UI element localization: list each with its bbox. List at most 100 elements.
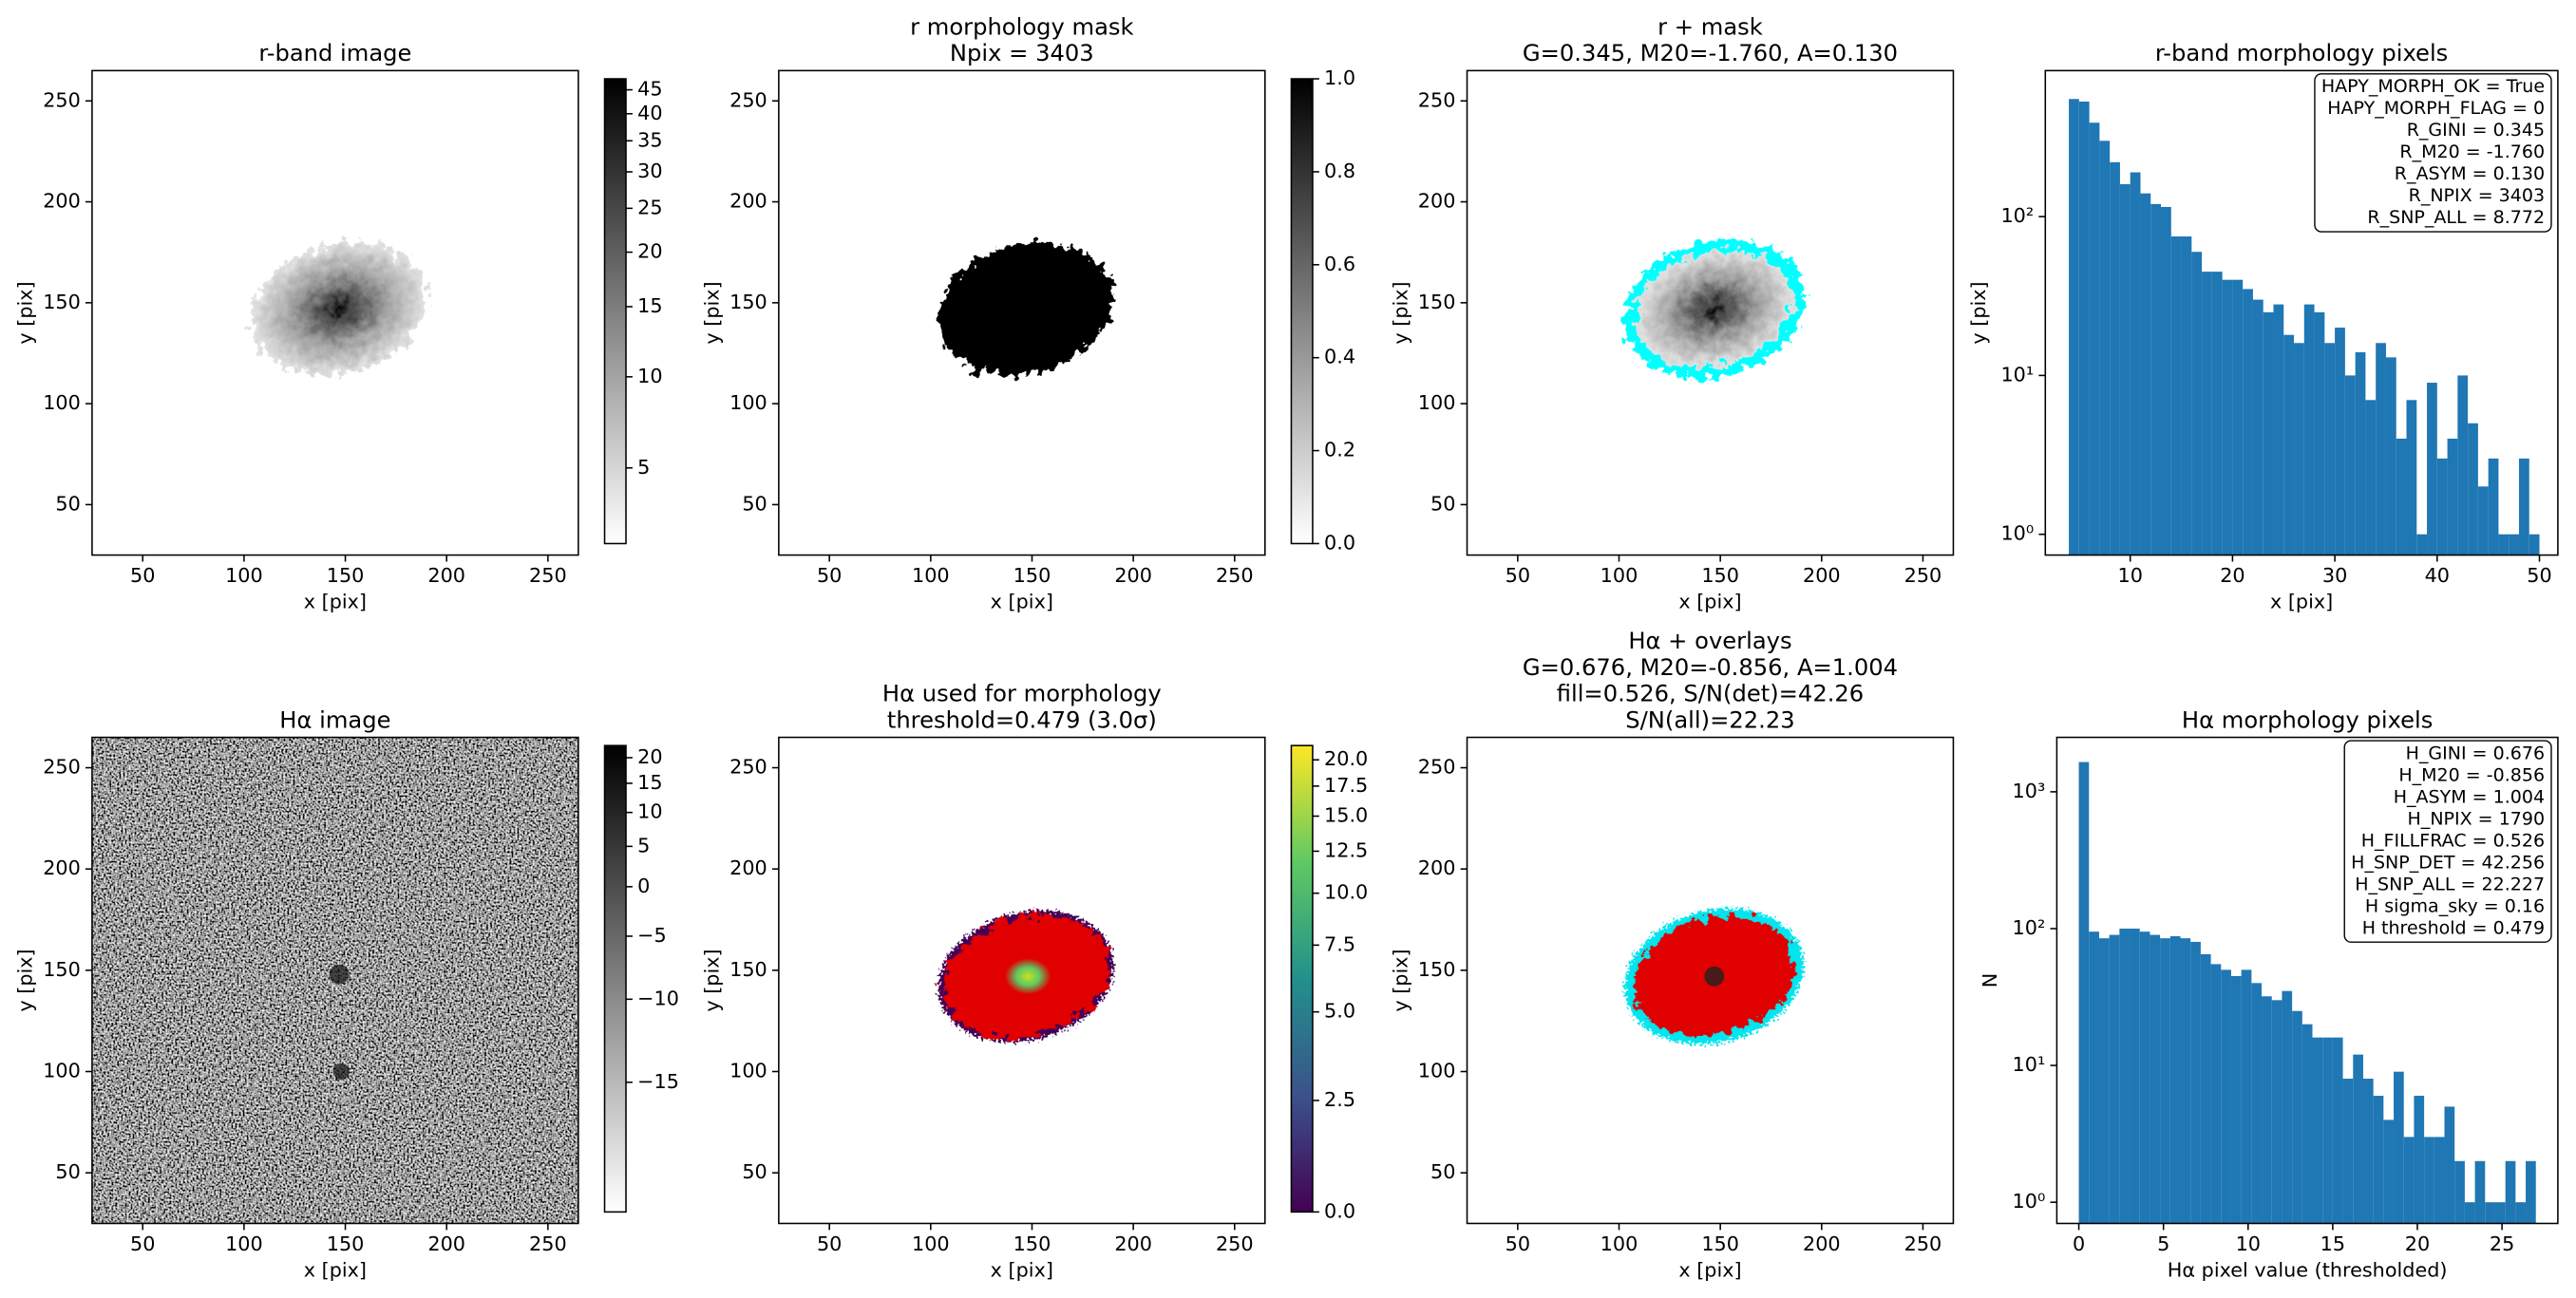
y-tick-label: 10¹ (2000, 363, 2034, 386)
colorbar-tick-label: 15 (637, 294, 662, 317)
bright-core (1005, 958, 1051, 995)
annotation-line: H_GINI = 0.676 (2406, 743, 2545, 763)
axes-frame (778, 736, 1266, 1225)
hist-bar (2436, 458, 2448, 555)
hist-bar (2190, 941, 2201, 1224)
hist-bar (2232, 279, 2244, 555)
plot-area (251, 242, 427, 376)
y-tick-label: 200 (1418, 190, 1456, 213)
hist-bar (2322, 1037, 2333, 1224)
panel-title: S/N(all)=22.23 (1625, 706, 1794, 733)
hist-bar (2353, 1054, 2363, 1224)
hist-bar (2089, 122, 2100, 555)
annotation-line: R_SNP_ALL = 8.772 (2367, 207, 2545, 228)
hist-bar (2181, 236, 2192, 555)
x-tick-label: 100 (1601, 564, 1638, 587)
colorbar-tick-label: 0.4 (1324, 346, 1355, 368)
y-tick-label: 150 (1418, 291, 1456, 313)
hist-bar (2263, 311, 2274, 555)
x-tick-label: 150 (1701, 1232, 1739, 1255)
y-axis-label: y [pix] (14, 281, 37, 344)
colorbar-tick-label: 12.5 (1324, 838, 1368, 861)
colorbar-tick-label: 15.0 (1324, 804, 1368, 827)
y-tick-label: 200 (729, 190, 767, 213)
hist-bar (2243, 289, 2253, 555)
y-tick-label: 10³ (2013, 780, 2046, 802)
y-tick-label: 50 (742, 492, 767, 515)
hist-bar (2170, 236, 2182, 555)
hist-bar (2444, 1106, 2455, 1224)
colorbar-tick-label: −15 (637, 1070, 679, 1093)
x-axis-label: x [pix] (991, 591, 1053, 613)
axes-frame (778, 69, 1266, 556)
y-tick-label: 50 (1430, 492, 1455, 515)
hist-bar (2509, 534, 2519, 555)
x-tick-label: 20 (2220, 564, 2245, 587)
hist-bar (2109, 934, 2120, 1224)
hist-bar (2221, 969, 2231, 1224)
y-tick-label: 200 (729, 856, 767, 879)
annotation-line: HAPY_MORPH_OK = True (2321, 76, 2545, 97)
hist-bar (2498, 534, 2510, 555)
y-tick-label: 250 (43, 756, 81, 779)
hist-bar (2355, 351, 2366, 555)
hist-bar (2447, 438, 2458, 555)
y-tick-label: 10² (2000, 204, 2034, 227)
y-tick-label: 100 (729, 1060, 767, 1082)
axes-frame (91, 69, 579, 556)
panel-title: G=0.676, M20=-0.856, A=1.004 (1523, 654, 1898, 681)
hist-bar (2099, 141, 2111, 555)
galaxy (251, 242, 427, 376)
colorbar-tick-label: 0 (637, 875, 650, 897)
x-tick-label: 100 (225, 564, 263, 587)
colorbar-tick-label: 25 (637, 196, 662, 218)
hist-bar (2454, 1160, 2465, 1224)
hist-bar (2301, 1024, 2313, 1224)
panel-title: Hα image (279, 706, 390, 733)
hist-bar (2464, 1202, 2475, 1224)
x-tick-label: 100 (225, 1232, 263, 1255)
hist-bar (2252, 299, 2263, 555)
y-tick-label: 50 (742, 1160, 767, 1183)
y-tick-label: 200 (43, 190, 81, 213)
hist-bar (2383, 1119, 2395, 1224)
hist-bar (2342, 1079, 2354, 1224)
colorbar-tick-label: 20 (637, 745, 662, 768)
hist-bar (2169, 935, 2181, 1224)
hist-bar (2494, 1202, 2506, 1224)
hist-bar (2200, 953, 2211, 1224)
x-tick-label: 250 (1216, 564, 1254, 587)
y-tick-label: 10⁰ (2000, 522, 2034, 545)
axes-frame (2055, 736, 2559, 1225)
x-tick-label: 50 (130, 564, 155, 587)
hist-bar (2069, 99, 2079, 555)
y-tick-label: 150 (43, 291, 81, 313)
hist-bar (2518, 458, 2529, 555)
x-tick-label: 200 (427, 1232, 465, 1255)
y-axis-label: y [pix] (701, 949, 724, 1011)
plot-area (91, 737, 578, 1224)
y-axis-label: y [pix] (1967, 281, 1990, 344)
x-tick-label: 50 (1506, 564, 1530, 587)
dark-core (1704, 966, 1725, 987)
hist-bar (2180, 938, 2191, 1224)
hist-bar (2365, 400, 2377, 555)
mask (938, 242, 1114, 376)
annotation-line: H_SNP_ALL = 22.227 (2355, 874, 2545, 894)
hist-bar (2332, 1037, 2343, 1224)
hist-bar (2150, 934, 2161, 1224)
hist-bar (2303, 304, 2315, 555)
annotation-line: H sigma_sky = 0.16 (2365, 895, 2545, 916)
panel-title: fill=0.526, S/N(det)=42.26 (1557, 681, 1864, 707)
galaxy (1635, 250, 1793, 368)
hist-bar (2526, 1160, 2536, 1224)
plot-area (938, 242, 1114, 376)
x-tick-label: 10 (2236, 1232, 2261, 1255)
y-tick-label: 150 (729, 958, 767, 981)
y-tick-label: 50 (55, 1160, 80, 1183)
x-tick-label: 25 (2490, 1232, 2514, 1255)
axes-frame (1466, 69, 1955, 556)
hist-bar (2271, 1000, 2282, 1224)
hist-bar (2335, 328, 2345, 555)
